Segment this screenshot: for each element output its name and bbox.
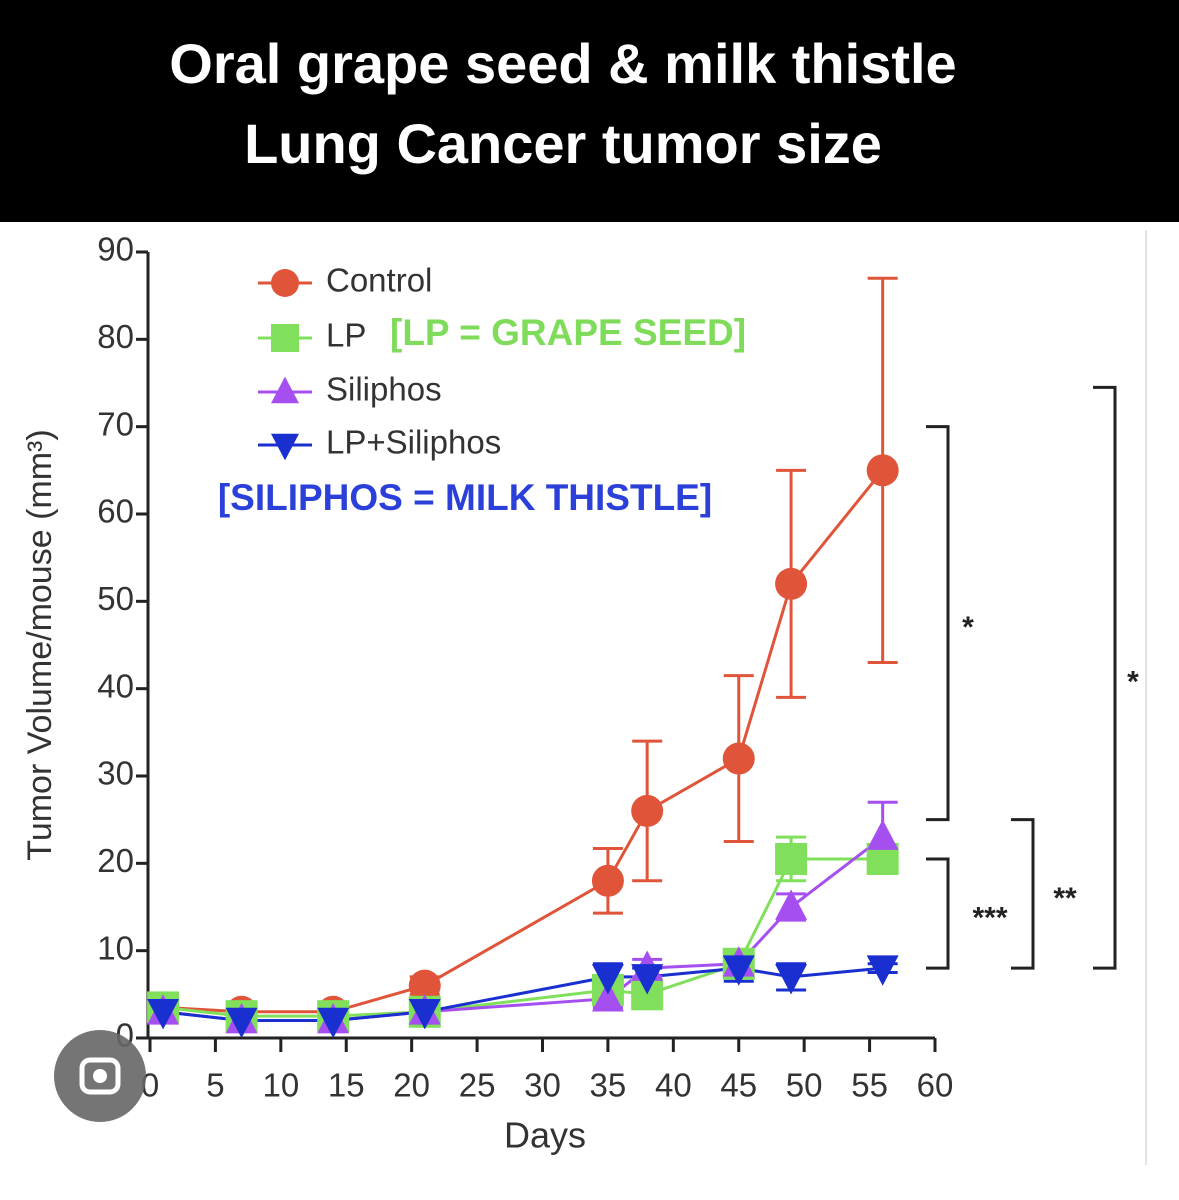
legend-label: Control <box>326 262 432 299</box>
significance-label: * <box>1127 666 1139 699</box>
y-axis-label: Tumor Volume/mouse (mm³) <box>21 429 59 860</box>
x-axis-label: Days <box>504 1115 586 1156</box>
x-tick-label: 10 <box>262 1067 299 1104</box>
marker <box>408 969 441 1002</box>
x-tick-label: 5 <box>206 1067 224 1104</box>
marker <box>408 999 441 1030</box>
legend-note: [SILIPHOS = MILK THISTLE] <box>218 477 712 518</box>
x-tick-label: 35 <box>590 1067 627 1104</box>
marker <box>147 999 180 1030</box>
legend-marker <box>271 324 299 352</box>
marker <box>775 567 808 600</box>
legend-marker <box>271 269 299 297</box>
x-tick-label: 20 <box>393 1067 430 1104</box>
x-tick-label: 40 <box>655 1067 692 1104</box>
y-tick-label: 70 <box>97 405 134 442</box>
x-tick-label: 30 <box>524 1067 561 1104</box>
marker <box>722 742 755 775</box>
significance-label: * <box>962 611 974 644</box>
marker <box>775 842 808 875</box>
significance-bracket <box>1011 818 1035 970</box>
x-tick-label: 60 <box>917 1067 954 1104</box>
marker <box>775 889 808 920</box>
legend-note: [LP = GRAPE SEED] <box>390 312 746 353</box>
marker <box>591 964 624 995</box>
series-line <box>162 469 884 1014</box>
marker <box>591 864 624 897</box>
y-tick-label: 50 <box>97 580 134 617</box>
marker <box>631 794 664 827</box>
y-tick-label: 20 <box>97 842 134 879</box>
legend-marker <box>271 433 299 461</box>
y-tick-label: 60 <box>97 493 134 530</box>
lens-glyph[interactable] <box>79 1057 121 1095</box>
x-tick-label: 45 <box>720 1067 757 1104</box>
legend-label: LP+Siliphos <box>326 424 501 461</box>
title-line: Oral grape seed & milk thistle <box>169 32 956 95</box>
title-banner <box>0 0 1179 222</box>
marker <box>866 819 899 850</box>
legend-marker <box>271 376 299 404</box>
x-tick-label: 25 <box>459 1067 496 1104</box>
marker <box>866 454 899 487</box>
marker <box>775 964 808 995</box>
marker <box>225 1007 258 1039</box>
legend-label: LP <box>326 317 366 354</box>
significance-label: *** <box>972 901 1007 934</box>
marker <box>722 955 755 986</box>
significance-label: ** <box>1053 882 1077 915</box>
x-tick-label: 50 <box>786 1067 823 1104</box>
y-tick-label: 40 <box>97 667 134 704</box>
marker <box>866 955 899 986</box>
y-tick-label: 90 <box>97 231 134 268</box>
lens-icon[interactable] <box>54 1030 146 1122</box>
significance-bracket <box>1093 385 1117 970</box>
lens-dot[interactable] <box>93 1069 107 1083</box>
marker <box>591 981 624 1012</box>
x-tick-label: 15 <box>328 1067 365 1104</box>
title-line: Lung Cancer tumor size <box>244 112 882 175</box>
marker <box>317 1007 350 1039</box>
marker <box>631 964 664 995</box>
x-tick-label: 55 <box>851 1067 888 1104</box>
significance-bracket <box>926 857 950 970</box>
significance-bracket <box>926 425 950 822</box>
y-tick-label: 80 <box>97 318 134 355</box>
y-tick-label: 10 <box>97 929 134 966</box>
legend-label: Siliphos <box>326 371 442 408</box>
y-tick-label: 30 <box>97 755 134 792</box>
